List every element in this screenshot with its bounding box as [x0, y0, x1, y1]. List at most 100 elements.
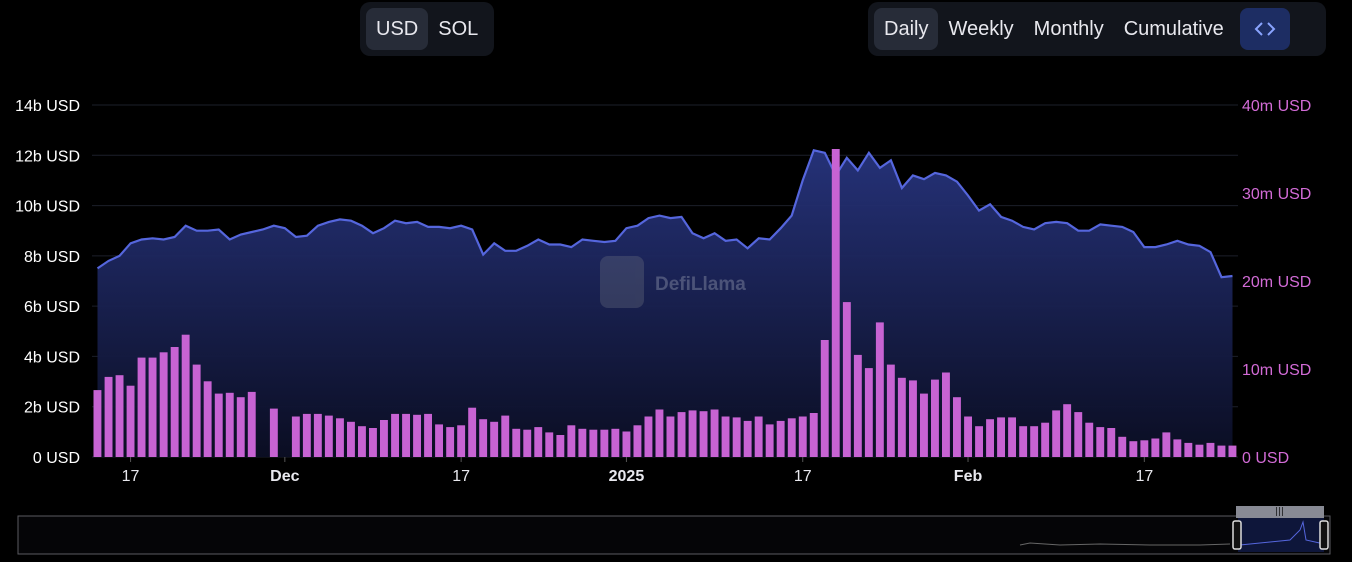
- right-y-axis: 0 USD 10m USD 20m USD 30m USD 40m USD: [1242, 98, 1311, 467]
- volume-bar: [93, 390, 102, 457]
- volume-bar: [1217, 445, 1226, 457]
- daily-period-button[interactable]: Daily: [874, 8, 939, 50]
- monthly-period-button[interactable]: Monthly: [1033, 17, 1104, 40]
- left-axis-tick-label: 12b USD: [15, 148, 80, 165]
- left-axis-tick-label: 2b USD: [24, 400, 80, 417]
- volume-bar: [897, 377, 906, 457]
- volume-bar: [137, 357, 146, 457]
- volume-bar: [236, 397, 245, 457]
- volume-bar: [942, 372, 950, 457]
- volume-bar-series: [93, 149, 1237, 457]
- cumulative-period-button[interactable]: Cumulative: [1123, 17, 1224, 40]
- currency-toggle-group: USD SOL: [360, 2, 494, 56]
- volume-bar: [1096, 427, 1105, 457]
- volume-bar: [964, 416, 972, 457]
- volume-bar: [975, 426, 983, 457]
- volume-bar: [688, 410, 697, 457]
- volume-bar: [809, 413, 818, 457]
- volume-bar: [545, 432, 554, 457]
- volume-bar: [302, 413, 311, 457]
- volume-bar: [732, 417, 741, 457]
- volume-bar: [655, 409, 664, 457]
- left-axis-tick-label: 6b USD: [24, 299, 80, 316]
- left-y-axis: 0 USD 2b USD 4b USD 6b USD 8b USD 10b USD 12b …: [15, 98, 80, 467]
- navigator-selection-preview: [1239, 520, 1325, 546]
- volume-bar: [170, 347, 179, 457]
- volume-bar: [192, 364, 201, 457]
- x-axis: 17 Dec 17 2025 17 Feb 17: [122, 457, 1153, 485]
- volume-bar: [1107, 428, 1116, 457]
- right-axis-tick-label: 10m USD: [1242, 362, 1311, 379]
- navigator-track: [17, 515, 1331, 555]
- volume-bar: [644, 416, 653, 457]
- volume-bar: [214, 393, 223, 457]
- volume-bar: [1019, 426, 1028, 457]
- volume-bar: [556, 435, 565, 457]
- volume-bar: [413, 414, 421, 457]
- period-toggle-group: Daily Weekly Monthly Cumulative: [868, 2, 1326, 56]
- volume-bar: [986, 419, 994, 457]
- navigator-right-handle[interactable]: [1319, 520, 1329, 550]
- volume-bar: [402, 413, 410, 457]
- volume-bar: [501, 415, 510, 457]
- x-axis-tick-label: Feb: [954, 468, 983, 485]
- volume-bar: [457, 425, 466, 457]
- volume-bar: [126, 385, 135, 457]
- volume-bar: [247, 391, 256, 457]
- volume-bar: [909, 380, 917, 457]
- volume-bar: [721, 416, 730, 457]
- volume-bar: [1184, 442, 1193, 457]
- volume-bar: [1206, 442, 1215, 457]
- weekly-period-button[interactable]: Weekly: [948, 17, 1014, 40]
- llama-logo-icon: [600, 256, 644, 308]
- volume-bar: [181, 334, 190, 457]
- volume-bar: [490, 421, 499, 457]
- x-axis-tick-label: Dec: [270, 468, 299, 485]
- left-axis-tick-label: 0 USD: [33, 450, 80, 467]
- volume-bar: [600, 429, 609, 457]
- volume-bar: [1140, 440, 1149, 457]
- volume-bar: [468, 407, 477, 457]
- embed-button[interactable]: [1239, 8, 1290, 50]
- volume-bar: [578, 428, 587, 457]
- volume-bar: [567, 425, 576, 457]
- usd-currency-button[interactable]: USD: [366, 8, 429, 50]
- volume-bar: [611, 428, 620, 457]
- volume-bar: [589, 429, 598, 457]
- volume-bar: [1052, 410, 1061, 457]
- x-axis-tick-label: 2025: [609, 468, 645, 485]
- right-axis-tick-label: 40m USD: [1242, 98, 1311, 115]
- navigator-selection[interactable]: [1238, 518, 1324, 552]
- volume-bar: [1041, 422, 1050, 457]
- left-axis-tick-label: 4b USD: [24, 349, 80, 366]
- volume-bar: [347, 421, 355, 457]
- volume-bar: [269, 408, 278, 457]
- tvl-area-series: [96, 149, 1233, 458]
- volume-bar: [148, 357, 157, 457]
- volume-bar: [798, 416, 807, 457]
- volume-bar: [677, 412, 686, 457]
- volume-bar: [358, 426, 366, 457]
- volume-bar: [765, 424, 774, 457]
- tvl-line: [96, 149, 1233, 279]
- sol-currency-button[interactable]: SOL: [438, 17, 479, 40]
- volume-bar: [633, 425, 642, 457]
- volume-bar: [435, 424, 443, 457]
- navigator-drag-bar[interactable]: [1236, 506, 1324, 518]
- volume-bar: [336, 418, 344, 457]
- volume-bar: [1085, 422, 1094, 457]
- volume-bar: [380, 420, 388, 457]
- x-axis-tick-label: 17: [794, 468, 812, 485]
- volume-bar: [776, 420, 785, 457]
- navigator-preview-line: [1019, 542, 1231, 546]
- volume-bar: [1162, 432, 1171, 457]
- range-navigator[interactable]: |||: [17, 506, 1331, 555]
- volume-bar: [842, 302, 851, 457]
- volume-bar: [886, 364, 895, 457]
- navigator-left-handle[interactable]: [1232, 520, 1242, 550]
- volume-bar: [710, 409, 719, 457]
- watermark-text: DefiLlama: [655, 274, 746, 295]
- volume-bar: [512, 428, 521, 457]
- volume-bar: [324, 415, 333, 457]
